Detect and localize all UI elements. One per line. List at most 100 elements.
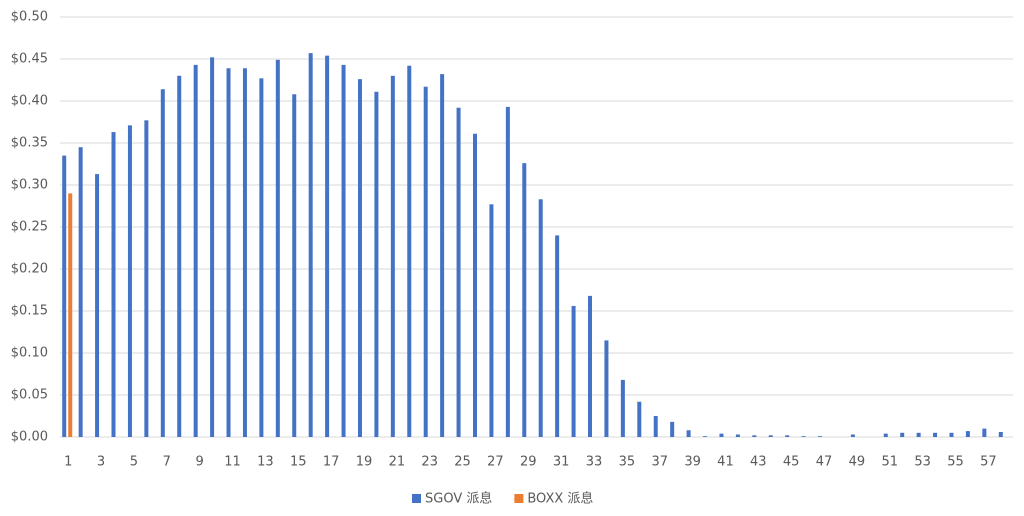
x-tick-label: 35 — [619, 455, 636, 470]
x-tick-label: 23 — [421, 455, 438, 470]
bar — [555, 235, 560, 437]
y-tick-label: $0.10 — [11, 346, 48, 361]
x-tick-label: 15 — [290, 455, 307, 470]
bar — [357, 79, 362, 437]
bar — [933, 432, 938, 437]
bar — [719, 433, 724, 437]
bar — [193, 64, 198, 437]
bar — [735, 434, 740, 437]
x-tick-label: 45 — [783, 455, 800, 470]
x-tick-label: 51 — [881, 455, 898, 470]
bar — [653, 416, 658, 437]
bar — [818, 436, 823, 437]
bar — [670, 421, 675, 437]
y-tick-label: $0.20 — [11, 262, 48, 277]
y-tick-label: $0.00 — [11, 430, 48, 445]
bar — [686, 430, 691, 437]
bar — [292, 94, 297, 437]
bar — [242, 68, 247, 438]
x-tick-label: 43 — [750, 455, 767, 470]
x-tick-label: 19 — [356, 455, 373, 470]
bar — [538, 199, 543, 437]
bar — [965, 431, 970, 437]
bar — [259, 78, 264, 437]
x-tick-label: 17 — [323, 455, 340, 470]
x-tick-label: 41 — [717, 455, 734, 470]
x-tick-label: 47 — [816, 455, 833, 470]
bar — [226, 68, 231, 438]
bar — [801, 436, 806, 437]
bar — [472, 133, 477, 437]
x-tick-label: 49 — [849, 455, 866, 470]
x-tick-label: 3 — [97, 455, 105, 470]
bar — [620, 379, 625, 437]
x-tick-label: 55 — [947, 455, 964, 470]
bar — [407, 65, 412, 437]
bar — [210, 57, 215, 437]
y-tick-label: $0.40 — [11, 94, 48, 109]
bar — [571, 305, 576, 437]
y-tick-label: $0.30 — [11, 178, 48, 193]
bar — [325, 55, 330, 437]
bar — [341, 64, 346, 437]
bar — [883, 433, 888, 437]
bar — [456, 107, 461, 437]
bar — [505, 106, 510, 437]
legend-swatch — [412, 494, 421, 503]
legend-label: SGOV 派息 — [425, 491, 492, 507]
x-tick-label: 21 — [389, 455, 406, 470]
x-tick-label: 31 — [553, 455, 570, 470]
y-tick-label: $0.25 — [11, 220, 48, 235]
bar — [522, 163, 527, 437]
x-tick-label: 7 — [163, 455, 171, 470]
bar — [949, 432, 954, 437]
x-tick-label: 37 — [651, 455, 668, 470]
bar — [588, 295, 593, 437]
x-tick-label: 1 — [64, 455, 72, 470]
x-tick-label: 5 — [130, 455, 138, 470]
x-tick-label: 39 — [684, 455, 701, 470]
legend-swatch — [514, 494, 524, 503]
bar — [62, 155, 67, 437]
bar — [768, 435, 773, 437]
bar — [785, 435, 790, 437]
bar — [390, 75, 395, 438]
bar — [111, 132, 116, 437]
legend-label: BOXX 派息 — [527, 491, 593, 507]
x-tick-label: 9 — [196, 455, 204, 470]
bar — [752, 435, 757, 437]
bar — [423, 86, 428, 437]
bar — [916, 432, 921, 437]
bar — [604, 340, 609, 437]
y-tick-label: $0.15 — [11, 304, 48, 319]
y-tick-label: $0.35 — [11, 136, 48, 151]
bar — [998, 431, 1003, 437]
bar — [703, 436, 708, 437]
bar — [308, 53, 313, 438]
bar — [374, 91, 379, 437]
bar — [160, 89, 165, 438]
bar — [95, 174, 100, 437]
bar — [275, 59, 280, 438]
x-tick-label: 57 — [980, 455, 997, 470]
bar — [637, 401, 642, 437]
y-tick-label: $0.05 — [11, 388, 48, 403]
x-tick-label: 29 — [520, 455, 537, 470]
x-tick-label: 53 — [914, 455, 931, 470]
bar — [68, 193, 73, 437]
x-tick-label: 33 — [586, 455, 603, 470]
bar — [177, 75, 182, 438]
bar — [144, 120, 149, 437]
bar — [982, 428, 987, 437]
bar — [78, 147, 83, 437]
bar — [127, 125, 132, 438]
y-tick-label: $0.45 — [11, 52, 48, 67]
bar — [900, 432, 905, 437]
x-tick-label: 25 — [454, 455, 471, 470]
bar — [440, 74, 445, 438]
y-tick-label: $0.50 — [11, 10, 48, 25]
x-tick-label: 27 — [487, 455, 504, 470]
bar — [489, 204, 494, 437]
bar — [850, 434, 855, 437]
